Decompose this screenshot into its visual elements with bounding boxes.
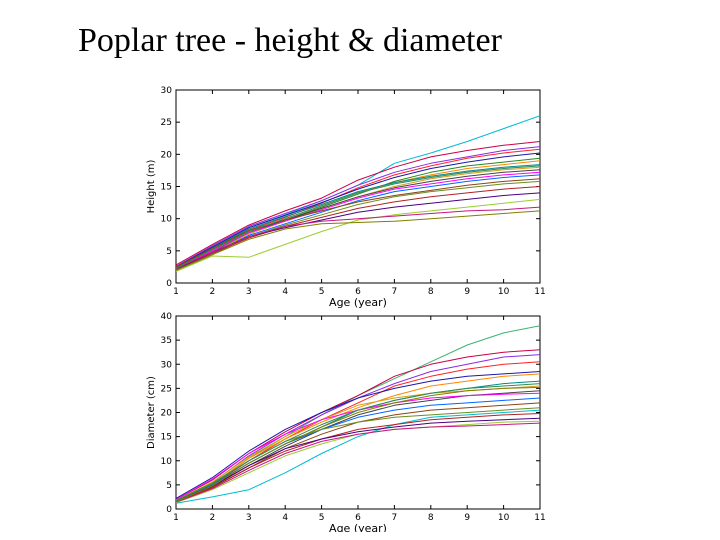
y-tick-label: 25 — [161, 118, 172, 128]
y-tick-label: 30 — [161, 360, 173, 370]
y-tick-label: 10 — [161, 457, 173, 467]
series-line-3 — [176, 146, 540, 267]
x-tick-label: 2 — [210, 287, 216, 297]
y-tick-label: 0 — [166, 279, 172, 289]
series-line-6 — [176, 373, 540, 502]
series-line-11 — [176, 171, 540, 270]
series-line-8 — [176, 164, 540, 269]
series-line-5 — [176, 152, 540, 268]
x-tick-label: 8 — [428, 287, 434, 297]
x-tick-label: 5 — [319, 513, 325, 523]
y-tick-label: 0 — [166, 505, 172, 515]
x-tick-label: 7 — [392, 513, 398, 523]
series-line-13 — [176, 178, 540, 268]
y-tick-label: 15 — [161, 433, 172, 443]
y-tick-label: 15 — [161, 183, 172, 193]
x-tick-label: 11 — [534, 513, 545, 523]
x-tick-label: 10 — [498, 513, 510, 523]
x-axis-label: Age (year) — [329, 522, 387, 532]
x-tick-label: 1 — [173, 513, 179, 523]
y-tick-label: 5 — [166, 481, 172, 491]
y-axis-label: Height (m) — [146, 160, 157, 214]
y-tick-label: 10 — [161, 215, 173, 225]
x-tick-label: 7 — [392, 287, 398, 297]
x-tick-label: 3 — [246, 287, 252, 297]
series-line-15 — [176, 413, 540, 503]
y-tick-label: 20 — [161, 409, 173, 419]
x-tick-label: 4 — [282, 513, 288, 523]
height-chart: 1 2 3 4 5 6 7 8 9 10 11 0 5 10 15 20 25 30 Age (year) Heigh… — [146, 86, 546, 309]
series-line-18 — [176, 206, 540, 270]
x-tick-label: 10 — [498, 287, 510, 297]
x-tick-label: 2 — [210, 513, 216, 523]
y-tick-label: 40 — [161, 312, 173, 322]
series-group — [176, 325, 540, 504]
y-tick-label: 35 — [161, 336, 172, 346]
series-line-20 — [176, 386, 540, 503]
x-tick-label: 6 — [355, 287, 361, 297]
x-axis-label: Age (year) — [329, 296, 387, 309]
series-line-16 — [176, 417, 540, 502]
series-line-20 — [176, 165, 540, 269]
x-tick-label: 6 — [355, 513, 361, 523]
slide-title: Poplar tree - height & diameter — [78, 22, 502, 59]
series-line-17 — [176, 198, 540, 272]
series-group — [176, 115, 540, 272]
figure: 1 2 3 4 5 6 7 8 9 10 11 0 5 10 15 20 25 30 Age (year) Heigh… — [140, 82, 560, 536]
y-tick-label: 5 — [166, 247, 172, 257]
plot-frame — [175, 89, 541, 284]
series-line-14 — [176, 409, 540, 504]
y-tick-label: 20 — [161, 150, 173, 160]
x-tick-label: 4 — [282, 287, 288, 297]
series-line-15 — [176, 186, 540, 271]
diameter-chart: 1 2 3 4 5 6 7 8 9 10 11 0 5 10 15 20 25 30 35 40 Age (year) D… — [146, 312, 546, 535]
x-tick-label: 5 — [319, 287, 325, 297]
series-line-18 — [176, 422, 540, 503]
y-axis-label: Diameter (cm) — [146, 376, 157, 449]
series-line-5 — [176, 371, 540, 499]
x-tick-label: 11 — [534, 287, 545, 297]
series-line-19 — [176, 383, 540, 502]
x-tick-label: 8 — [428, 513, 434, 523]
x-tick-label: 9 — [464, 513, 470, 523]
x-tick-label: 1 — [173, 287, 179, 297]
series-line-2 — [176, 141, 540, 266]
x-tick-label: 3 — [246, 513, 252, 523]
series-line-19 — [176, 210, 540, 271]
x-tick-label: 9 — [464, 287, 470, 297]
y-tick-label: 30 — [161, 86, 173, 96]
y-tick-label: 25 — [161, 384, 172, 394]
